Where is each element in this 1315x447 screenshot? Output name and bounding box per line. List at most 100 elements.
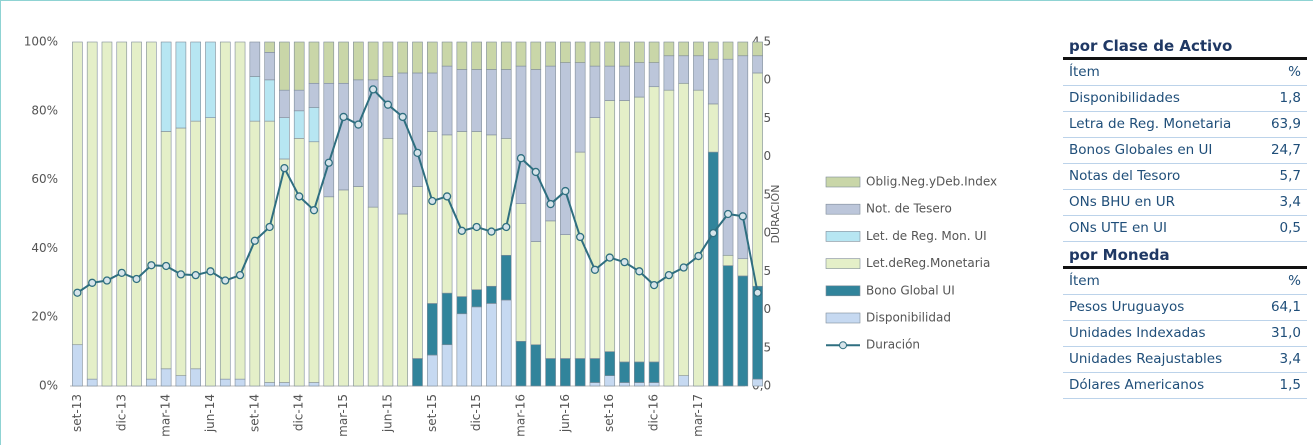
legend-label: Bono Global UI: [866, 283, 955, 297]
bar-segment: [693, 55, 704, 91]
table-row: Unidades Indexadas 31,0: [1063, 321, 1307, 347]
bar-segment: [293, 138, 305, 387]
bar-segment: [101, 41, 113, 387]
duration-point: [295, 192, 304, 201]
bar-segment: [397, 213, 409, 387]
legend-swatch: [825, 176, 861, 188]
table-title: por Clase de Activo: [1063, 33, 1307, 60]
bar-segment: [279, 117, 290, 160]
bar-segment: [308, 82, 320, 108]
table-row: ONs BHU en UR 3,4: [1063, 190, 1307, 216]
x-tick-label: dic-16: [647, 394, 661, 431]
bar-segment: [752, 55, 763, 74]
bar-segment: [634, 96, 645, 363]
bar-segment: [722, 254, 734, 266]
bar-segment: [426, 41, 438, 74]
duration-point: [383, 100, 393, 109]
duration-point: [73, 288, 82, 297]
table-cell: Disponibilidades: [1069, 90, 1180, 106]
x-tick-label: mar-17: [691, 394, 705, 437]
bar-segment: [752, 285, 763, 380]
legend-label: Let. de Reg. Mon. UI: [866, 229, 987, 243]
bar-segment: [338, 82, 349, 191]
legend-label: Disponibilidad: [866, 311, 951, 325]
bar-segment: [338, 189, 349, 387]
bar-segment: [293, 89, 305, 112]
bar-segment: [205, 41, 216, 118]
bar-segment: [146, 41, 157, 380]
bar-segment: [471, 289, 482, 308]
duration-point: [738, 212, 747, 221]
bar-segment: [323, 82, 335, 198]
bar-segment: [560, 41, 571, 63]
bar-segment: [308, 107, 320, 143]
duration-point: [753, 288, 762, 297]
bar-segment: [412, 41, 423, 74]
bar-segment: [663, 55, 675, 91]
bar-segment: [205, 117, 216, 387]
bar-segment: [116, 41, 128, 387]
bar-segment: [634, 62, 645, 98]
bar-segment: [160, 131, 172, 370]
legend-swatch: [825, 312, 861, 324]
bar-segment: [412, 186, 423, 359]
duration-point: [413, 148, 422, 157]
table-row: Pesos Uruguayos 64,1: [1063, 295, 1307, 321]
bar-segment: [456, 69, 468, 132]
duration-point: [398, 112, 407, 122]
table-cell: 24,7: [1270, 142, 1301, 158]
bar-segment: [264, 382, 275, 387]
bar-segment: [604, 375, 616, 387]
bar-segment: [338, 41, 349, 84]
x-tick-label: jun-14: [203, 394, 217, 433]
bar-segment: [234, 41, 246, 380]
table-title: por Moneda: [1063, 242, 1307, 269]
bar-segment: [323, 41, 335, 84]
bar-segment: [131, 41, 142, 387]
table-cell: 5,7: [1279, 168, 1301, 184]
bar-segment: [604, 351, 616, 376]
table-row: Bonos Globales en UI 24,7: [1063, 138, 1307, 164]
table-cell: Unidades Reajustables: [1069, 351, 1223, 367]
table-cell: 1,5: [1279, 377, 1301, 393]
table-row: Letra de Reg. Monetaria 63,9: [1063, 112, 1307, 138]
legend-swatch: [825, 285, 861, 297]
legend-label: Oblig.Neg.yDeb.Index: [866, 175, 997, 189]
duration-point: [117, 268, 126, 278]
bar-segment: [619, 41, 630, 67]
bar-segment: [648, 41, 660, 63]
bar-segment: [367, 206, 379, 387]
bar-segment: [515, 65, 527, 204]
duration-point: [147, 261, 156, 270]
bar-segment: [382, 41, 394, 77]
bar-segment: [722, 41, 734, 60]
table-cell: Unidades Indexadas: [1069, 325, 1206, 341]
bar-segment: [678, 82, 689, 376]
bar-segment: [367, 41, 379, 81]
bar-segment: [752, 378, 763, 387]
table-row: ONs UTE en UI 0,5: [1063, 216, 1307, 242]
x-tick-label: dic-15: [469, 394, 483, 431]
duration-point: [161, 261, 171, 271]
bar-segment: [648, 62, 660, 88]
bar-segment: [190, 120, 201, 370]
tables: por Clase de Activo Ítem% Disponibilidades…: [1063, 33, 1307, 399]
duration-point: [235, 271, 245, 280]
bar-segment: [382, 138, 394, 387]
bar-segment: [574, 62, 586, 153]
bar-segment: [648, 361, 660, 383]
duration-point: [442, 192, 452, 201]
bar-segment: [441, 344, 453, 387]
bar-segment: [175, 41, 187, 129]
bar-segment: [530, 69, 542, 242]
duration-point: [531, 167, 540, 177]
bar-segment: [412, 72, 423, 187]
duration-point: [694, 251, 703, 261]
bar-segment: [397, 41, 409, 74]
bar-segment: [264, 120, 275, 383]
x-tick-label: dic-13: [114, 394, 128, 431]
bar-segment: [500, 69, 512, 139]
duration-point: [457, 226, 467, 235]
bar-segment: [456, 313, 468, 387]
